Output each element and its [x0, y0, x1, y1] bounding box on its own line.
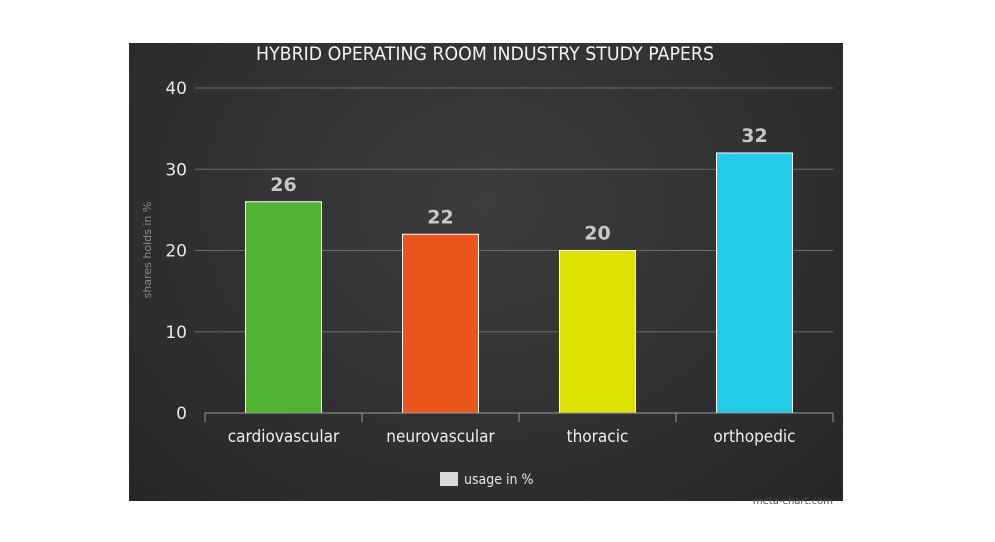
y-tick-label: 0: [176, 404, 187, 424]
x-tick-label: cardiovascular: [228, 427, 340, 447]
bar-orthopedic: [716, 152, 793, 414]
y-axis-ticks: 0 10 20 30 40: [165, 79, 187, 424]
data-label: 22: [427, 206, 453, 228]
x-axis-ticks: cardiovascular neurovascular thoracic ortho…: [228, 427, 796, 447]
x-tick-label: orthopedic: [713, 427, 795, 447]
y-tick-label: 20: [165, 242, 187, 262]
data-labels: 26 22 20 32: [270, 125, 767, 245]
y-tick-label: 30: [165, 160, 187, 180]
x-axis: [204, 412, 834, 422]
bar-neurovascular: [402, 233, 479, 414]
legend-label: usage in %: [464, 472, 533, 488]
bar-cardiovascular: [245, 201, 322, 414]
bar-thoracic: [559, 250, 636, 414]
x-tick-label: thoracic: [567, 427, 629, 447]
legend: usage in %: [440, 472, 533, 488]
y-axis-title: shares holds in %: [141, 202, 154, 299]
data-label: 32: [741, 125, 767, 147]
data-label: 26: [270, 174, 296, 196]
watermark: meta-chart.com: [753, 496, 833, 507]
y-tick-label: 10: [165, 323, 187, 343]
data-label: 20: [584, 223, 610, 245]
chart-title: HYBRID OPERATING ROOM INDUSTRY STUDY PAP…: [256, 43, 714, 65]
chart-panel: HYBRID OPERATING ROOM INDUSTRY STUDY PAP…: [129, 43, 843, 507]
legend-swatch: [440, 472, 458, 486]
y-tick-label: 40: [165, 79, 187, 99]
bars: [245, 152, 793, 414]
bar-chart: HYBRID OPERATING ROOM INDUSTRY STUDY PAP…: [141, 43, 834, 507]
x-tick-label: neurovascular: [386, 427, 495, 447]
